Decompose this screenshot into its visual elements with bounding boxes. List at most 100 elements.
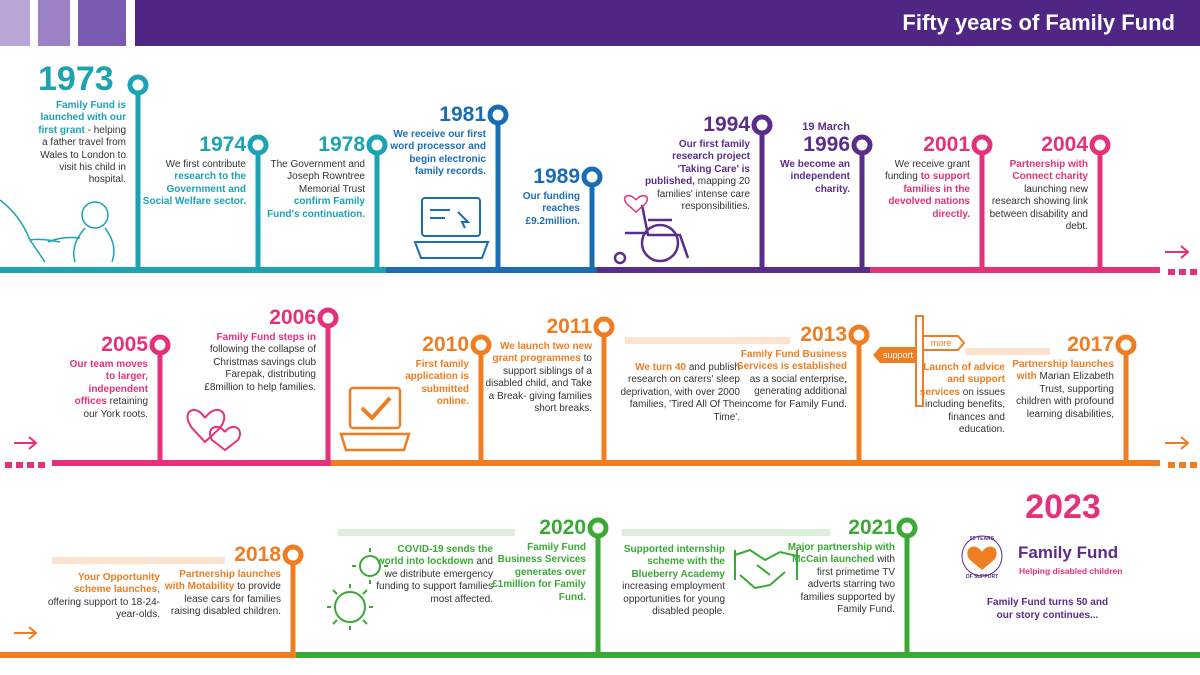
event-text: We turn 40 and publish research on carer… — [612, 362, 740, 424]
event-text: Family Fund steps in following the colla… — [204, 332, 316, 394]
arrows — [14, 245, 1190, 640]
event-highlight: Family Fund is launched with our first g… — [38, 100, 126, 136]
finale-year: 2023 — [1025, 488, 1101, 526]
event-detail: retaining our York roots. — [83, 396, 148, 420]
milestone-dot — [282, 544, 304, 566]
year: 2021 — [848, 516, 895, 539]
icon-virus — [327, 548, 388, 630]
badge-text: OF SUPPORT — [966, 574, 999, 580]
event-text: Family Fund Business Services generates … — [490, 542, 586, 604]
event-detail: following the collapse of Christmas savi… — [204, 344, 316, 393]
event-highlight: Our funding reaches £9.2million. — [522, 191, 580, 227]
illustration-family — [0, 199, 115, 263]
year: 1996 — [803, 133, 850, 156]
event-highlight: We turn 40 — [635, 362, 687, 373]
year: 2011 — [546, 315, 592, 338]
milestone-dot — [487, 104, 509, 126]
event-text: Supported internship scheme with the Blu… — [613, 544, 725, 618]
event-detail: increasing employment opportunities for … — [622, 581, 725, 618]
signpost-label: more — [931, 338, 952, 348]
event-text: We receive grant funding to support fami… — [870, 159, 970, 221]
date: 19 March — [802, 121, 850, 133]
page-title: Fifty years of Family Fund — [902, 10, 1175, 35]
event-detail: to provide lease cars for families raisi… — [170, 581, 281, 618]
header-block — [0, 0, 30, 46]
event-detail: to support siblings of a disabled child,… — [485, 353, 592, 415]
milestone-dot — [896, 517, 918, 539]
event-text: Partnership launches with Marian Elizabe… — [1002, 359, 1114, 421]
event-text: We receive our first word processor and … — [386, 129, 486, 179]
event-highlight: research to the Government and Social We… — [142, 171, 246, 208]
event-text: Partnership launches with Motability to … — [159, 569, 281, 619]
event-text: COVID-19 sends the world into lockdown a… — [373, 544, 493, 606]
event-highlight: Our team moves to larger, independent of… — [69, 359, 148, 408]
icon-laptop-check — [339, 386, 411, 452]
year: 1981 — [439, 103, 486, 126]
event-detail: launching new research showing link betw… — [989, 183, 1088, 233]
event-detail: We receive grant funding — [884, 159, 970, 183]
milestone-dot — [971, 134, 993, 156]
milestone-dot — [247, 134, 269, 156]
event-detail: We first contribute — [165, 159, 246, 170]
event-highlight: Supported internship scheme with the Blu… — [623, 544, 725, 580]
logo-name: Family Fund — [1018, 543, 1119, 562]
header-bar — [135, 0, 1200, 46]
event-text: Your Opportunity scheme launches, offeri… — [44, 572, 160, 622]
milestone-dot — [366, 134, 388, 156]
year: 2017 — [1067, 333, 1114, 356]
event-highlight: Launch of advice and support services — [919, 362, 1005, 398]
event-highlight: We launch two new grant programmes — [492, 341, 592, 365]
icon-handshake — [734, 548, 798, 590]
year: 2006 — [269, 306, 316, 329]
event-text: The Government and Joseph Rowntree Memor… — [261, 159, 365, 221]
finale-text: Family Fund turns 50 and our story conti… — [986, 597, 1109, 621]
event-highlight: Partnership launches with — [1012, 359, 1114, 383]
milestone-dot — [587, 517, 609, 539]
milestone-dot — [593, 316, 615, 338]
band — [965, 348, 1050, 355]
event-highlight: Family Fund steps in — [216, 332, 316, 343]
header-block — [38, 0, 70, 46]
event-detail: Marian Elizabeth Trust, supporting child… — [1016, 371, 1114, 420]
event-text: Launch of advice and support services on… — [917, 362, 1005, 436]
year: 2020 — [539, 516, 586, 539]
event-highlight: Partnership launches with Motability — [164, 569, 281, 593]
event-text: We become an independent charity. — [768, 159, 850, 196]
event-highlight: First family application is submitted on… — [405, 359, 469, 408]
icon-signpost: support more — [873, 315, 966, 407]
milestone-dot — [851, 134, 873, 156]
band — [52, 557, 225, 564]
event-detail: as a social enterprise, generating addit… — [739, 373, 847, 410]
band — [625, 337, 790, 344]
year: 2010 — [422, 333, 469, 356]
event-highlight: We become an independent charity. — [780, 159, 850, 195]
year: 2004 — [1041, 133, 1088, 156]
timeline-row — [0, 267, 1200, 658]
event-text: Our funding reaches £9.2million. — [494, 191, 580, 228]
icon-hearts — [186, 408, 241, 452]
event-highlight: Family Fund Business Services generates … — [492, 542, 586, 603]
band — [622, 529, 830, 536]
milestone-dot — [848, 324, 870, 346]
event-highlight: Our first family research project 'Takin… — [644, 139, 750, 188]
event-detail: The Government and Joseph Rowntree Memor… — [270, 159, 366, 195]
event-text: Partnership with Connect charity launchi… — [986, 159, 1088, 233]
event-text: Family Fund is launched with our first g… — [30, 100, 126, 187]
year: 2018 — [234, 543, 281, 566]
signpost-label: support — [883, 350, 914, 360]
event-detail: offering support to 18-24-year-olds. — [47, 596, 160, 621]
year: 2001 — [923, 133, 970, 156]
year: 1989 — [533, 165, 580, 188]
year: 1994 — [703, 113, 750, 136]
event-text: We launch two new grant programmes to su… — [480, 341, 592, 415]
event-highlight: COVID-19 sends the world into lockdown — [376, 544, 493, 568]
milestone-dot — [317, 307, 339, 329]
logo-tagline: Helping disabled children — [1019, 566, 1123, 576]
icon-wheelchair — [613, 194, 690, 265]
event-text: Major partnership with McCain launched w… — [785, 542, 895, 616]
event-highlight: Partnership with Connect charity — [1009, 159, 1088, 183]
year: 1973 — [38, 60, 114, 98]
logo: 50 YEARS OF SUPPORT — [961, 535, 1003, 580]
